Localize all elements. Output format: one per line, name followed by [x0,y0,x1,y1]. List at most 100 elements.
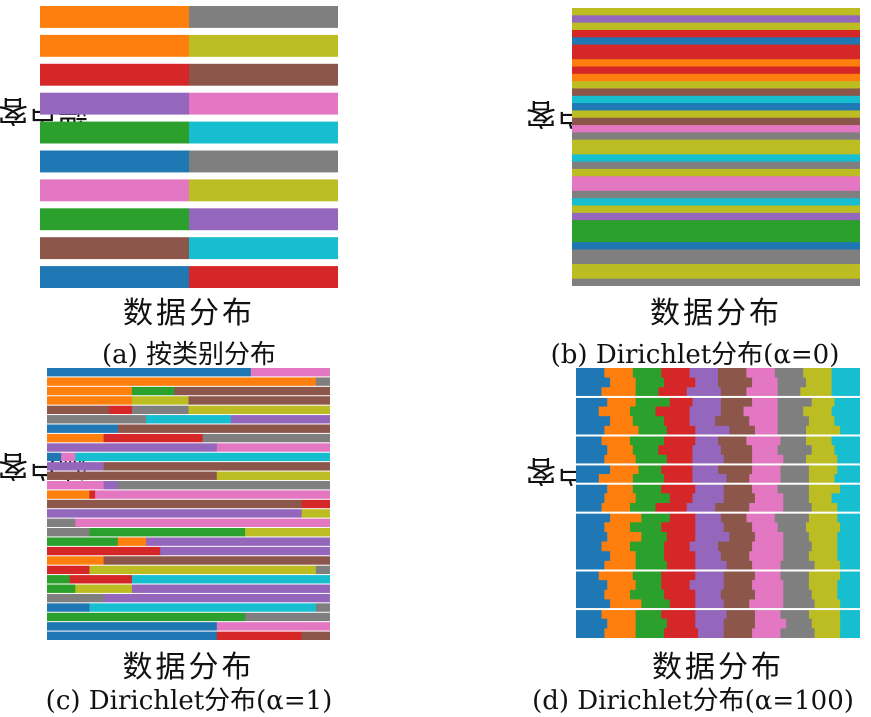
bar-segment-d-18-3 [664,541,690,552]
bar-segment-d-6-8 [806,425,841,436]
bar-segment-d-21-4 [695,570,725,581]
bar-segment-d-22-0 [576,580,608,591]
bar-segment-d-19-2 [635,551,665,562]
bar-segment-d-11-0 [576,474,600,485]
bar-segment-c-21-2 [315,565,330,575]
bar-segment-d-7-6 [746,435,781,446]
bar-segment-d-25-9 [840,609,860,620]
bar-segment-d-9-8 [806,454,838,465]
bar-segment-a-5-1 [189,150,338,173]
bar-segment-d-11-4 [692,474,727,485]
bar-segment-d-0-7 [774,368,804,379]
bar-segment-c-6-0 [47,424,119,433]
bar-segment-d-2-3 [658,387,688,398]
bar-segment-d-9-4 [692,454,725,465]
bar-segment-d-8-6 [752,445,779,456]
bar-segment-d-23-8 [811,589,838,600]
bar-segment-d-16-0 [576,522,605,533]
x-axis-label-d: 数据分布 [652,650,784,685]
bar-segment-c-20-0 [47,556,104,565]
bar-segment-d-6-9 [840,425,860,436]
bar-segment-c-26-0 [47,612,246,622]
bar-segment-d-22-5 [723,580,753,591]
bar-segment-a-5-0 [40,150,190,173]
bar-segment-d-9-9 [837,454,860,465]
bar-segment-b-32-0 [572,242,860,250]
bar-segment-d-11-2 [632,474,665,485]
bar-segment-d-2-8 [800,387,832,398]
bar-segment-b-19-0 [572,147,860,155]
bar-segment-d-10-2 [638,464,662,475]
bar-segment-d-11-1 [598,474,634,485]
bar-segment-b-27-0 [572,205,860,214]
bar-segment-b-33-0 [572,249,860,258]
bar-segment-b-15-0 [572,117,860,126]
bar-segment-b-23-0 [572,176,860,184]
chart-c [47,368,330,640]
bar-segment-d-25-8 [808,609,841,620]
bar-segment-d-11-8 [808,474,835,485]
bar-segment-d-19-8 [808,551,838,562]
bar-segment-d-23-3 [664,589,696,600]
bar-segment-c-25-0 [47,603,90,612]
bar-segment-c-10-0 [47,462,104,471]
bar-segment-d-16-3 [661,522,696,533]
bar-segment-d-6-4 [695,425,730,436]
chart-d [576,368,860,638]
bar-segment-d-1-8 [806,377,832,388]
bar-segment-c-28-2 [301,631,330,640]
bar-segment-d-22-9 [837,580,860,591]
bar-segment-c-7-2 [202,433,330,443]
bar-segment-d-19-9 [837,551,860,562]
bar-segment-d-3-5 [720,396,753,407]
bar-segment-c-9-0 [47,452,62,462]
bar-segment-d-26-1 [607,618,637,629]
bar-segment-d-22-3 [661,580,690,591]
bar-segment-d-0-2 [632,368,662,379]
bar-segment-a-6-1 [189,179,338,202]
bar-segment-d-21-3 [661,570,696,581]
bar-segment-d-12-8 [808,483,841,494]
bar-segment-d-21-8 [808,570,841,581]
bar-segment-d-8-3 [658,445,693,456]
bar-segment-d-23-0 [576,589,605,600]
bar-segment-b-36-0 [572,271,860,280]
bar-segment-c-27-1 [216,622,330,631]
bar-segment-c-19-0 [47,546,161,556]
bar-segment-a-1-1 [189,34,338,57]
bar-segment-d-4-0 [576,406,600,417]
bar-segment-d-13-3 [669,493,693,504]
bar-segment-d-21-6 [754,570,781,581]
bar-segment-c-3-0 [47,396,133,405]
bar-segment-d-18-0 [576,541,602,552]
bar-segment-d-16-9 [840,522,860,533]
bar-segment-d-25-1 [601,609,637,620]
bar-segment-d-20-4 [695,560,727,571]
bar-segment-d-19-7 [783,551,810,562]
bar-segment-d-20-6 [752,560,781,571]
bar-segment-d-15-6 [746,512,776,523]
bar-segment-c-17-1 [89,528,246,537]
bar-segment-b-25-0 [572,190,860,199]
bar-segment-c-7-1 [103,433,204,443]
bar-segment-d-5-5 [715,416,750,427]
bar-segment-c-25-2 [315,603,330,612]
bar-segment-d-3-6 [752,396,779,407]
bar-segment-d-26-8 [811,618,841,629]
bar-segment-d-5-0 [576,416,611,427]
bar-segment-c-11-0 [47,471,218,480]
bar-segment-d-1-7 [777,377,807,388]
bar-segment-c-17-0 [47,528,90,537]
bar-segment-d-20-5 [726,560,753,571]
x-axis-label-c: 数据分布 [122,650,255,685]
bar-segment-d-20-7 [780,560,815,571]
bar-segment-c-12-2 [117,480,330,490]
bar-segment-d-6-2 [638,425,668,436]
bar-segment-d-12-7 [777,483,810,494]
bar-segment-d-23-2 [629,589,665,600]
bar-segment-b-26-0 [572,198,860,206]
bar-segment-c-23-0 [47,584,76,593]
bar-segment-d-19-0 [576,551,611,562]
bar-segment-c-24-0 [47,593,104,603]
bar-segment-d-4-9 [831,406,860,417]
